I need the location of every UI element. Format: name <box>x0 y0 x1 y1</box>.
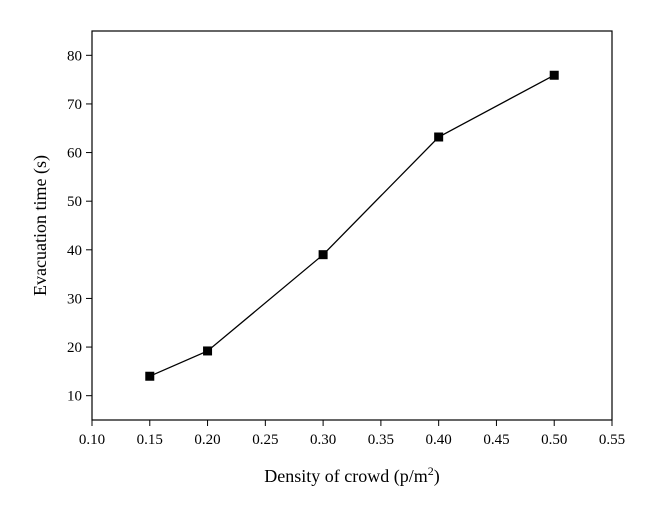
x-axis-title-superscript: 2 <box>428 464 434 478</box>
y-axis-title: Evacuation time (s) <box>30 155 51 296</box>
x-tick-label: 0.50 <box>541 432 567 448</box>
x-tick-label: 0.55 <box>599 432 625 448</box>
y-tick-label: 10 <box>67 389 82 405</box>
data-point <box>145 371 155 381</box>
y-tick-label: 80 <box>67 48 82 64</box>
x-tick-label: 0.30 <box>310 432 336 448</box>
y-tick-label: 50 <box>67 194 82 210</box>
y-tick-label: 20 <box>67 340 82 356</box>
x-tick-label: 0.10 <box>79 432 105 448</box>
x-axis-title: Density of crowd (p/m2) <box>264 464 439 487</box>
series-line <box>149 74 555 377</box>
y-tick-label: 30 <box>67 291 82 307</box>
x-tick-label: 0.20 <box>194 432 220 448</box>
x-tick-label: 0.40 <box>426 432 452 448</box>
data-point <box>549 70 559 80</box>
plot-area <box>91 30 613 421</box>
data-point <box>318 250 328 260</box>
x-tick-label: 0.25 <box>252 432 278 448</box>
x-tick-label: 0.45 <box>483 432 509 448</box>
data-point <box>203 346 213 356</box>
x-axis: 0.10 0.15 0.20 0.25 0.30 0.35 0.40 0.45 0.50 0.55 <box>79 420 625 448</box>
data-point <box>434 132 444 142</box>
y-axis: 10 20 30 40 50 60 70 80 <box>67 48 92 405</box>
data-series <box>145 70 559 381</box>
x-axis-title-suffix: ) <box>434 466 440 487</box>
y-tick-label: 60 <box>67 146 82 162</box>
y-tick-label: 40 <box>67 243 82 259</box>
y-tick-label: 70 <box>67 97 82 113</box>
plot-frame <box>91 30 613 421</box>
x-axis-title-main: Density of crowd (p/m <box>264 466 427 487</box>
x-tick-label: 0.35 <box>368 432 394 448</box>
x-tick-label: 0.15 <box>137 432 163 448</box>
